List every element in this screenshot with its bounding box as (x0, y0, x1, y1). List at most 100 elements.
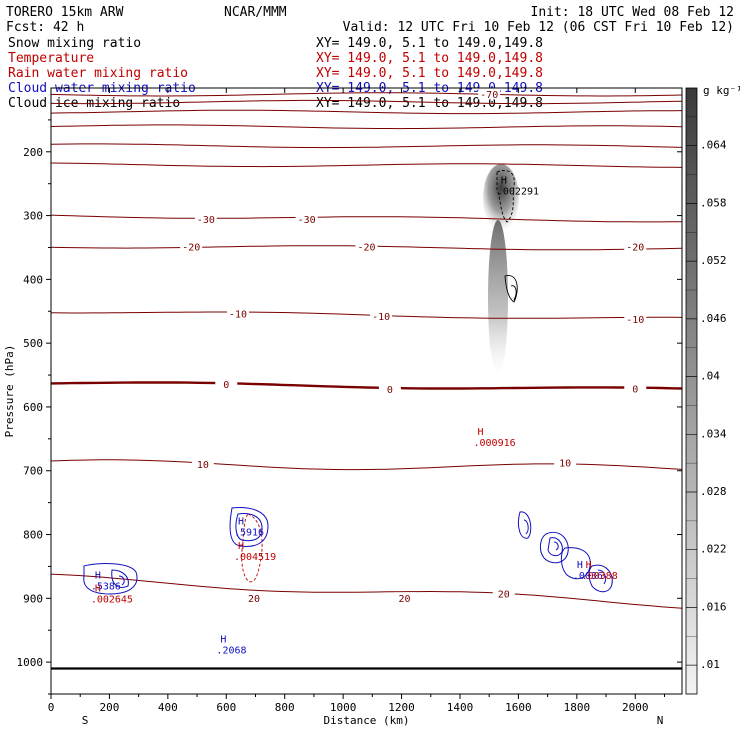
isotherm-label-bg (554, 457, 577, 469)
field-name: Rain water mixing ratio (8, 66, 188, 81)
y-tick-label: 400 (23, 273, 43, 286)
isotherm-label: -20 (182, 242, 200, 253)
colorbar-tick-label: .046 (700, 312, 727, 325)
maximum-value: .002645 (91, 595, 133, 606)
plot-frame (50, 87, 683, 695)
field-xy: XY= 149.0, 5.1 to 149.0,149.8 (316, 96, 543, 111)
y-tick-label: 200 (23, 146, 43, 159)
colorbar-tick-label: .064 (700, 139, 727, 152)
isotherm-label: 20 (248, 594, 260, 605)
isotherm-label-bg (180, 240, 203, 252)
isotherm-line (50, 459, 683, 471)
isotherm-label-bg (355, 240, 378, 252)
colorbar-tick-label: .028 (700, 485, 727, 498)
snow-mixing-ratio-shading (483, 164, 519, 376)
isotherm-line (50, 214, 683, 223)
field-xy: XY= 149.0, 5.1 to 149.0,149.8 (316, 66, 543, 81)
isotherm-label: 0 (387, 385, 393, 396)
maximum-value: .000916 (474, 438, 516, 449)
isotherm-label-bg (378, 383, 401, 395)
isotherm-label-bg (478, 88, 501, 100)
maximum-marker: H (238, 541, 244, 552)
isotherm-line (50, 162, 683, 168)
maximum-value: .00388 (582, 571, 618, 582)
isotherm-label: 0 (223, 380, 229, 391)
isotherm-label: -10 (229, 309, 247, 320)
field-xy: XY= 149.0, 5.1 to 149.0,149.8 (316, 51, 543, 66)
isotherm-label-bg (492, 587, 515, 599)
isotherm-label: 20 (498, 589, 510, 600)
x-tick-label: 2000 (622, 701, 649, 714)
isotherm-label-bg (370, 310, 393, 322)
forecast-hour: Fcst: 42 h (6, 20, 84, 35)
colorbar-tick-label: .052 (700, 254, 727, 267)
x-tick-label: 1400 (447, 701, 474, 714)
x-tick-label: 1000 (330, 701, 357, 714)
isotherm-label-bg (226, 307, 249, 319)
isotherm-label-bg (194, 213, 217, 225)
x-tick-label: 400 (158, 701, 178, 714)
maximum-marker: H (478, 427, 484, 438)
maximum-value: .2068 (216, 646, 246, 657)
maximum-value: .5386 (91, 582, 121, 593)
field-list: Snow mixing ratio XY= 149.0, 5.1 to 149.0… (8, 36, 543, 111)
isotherm-line (50, 124, 683, 130)
isotherm-label: -10 (626, 315, 644, 326)
isotherm-label: -20 (357, 242, 375, 253)
x-tick-label: 200 (99, 701, 119, 714)
isotherm-label: -20 (626, 242, 644, 253)
isotherm-label-bg (295, 213, 318, 225)
y-tick-label: 800 (23, 529, 43, 542)
y-tick-label: 1000 (17, 656, 44, 669)
isotherm-line (50, 99, 683, 105)
isotherm-label-bg (243, 592, 266, 604)
moisture-contours (83, 170, 613, 595)
colorbar-tick-label: .058 (700, 196, 727, 209)
maximum-marker: H (238, 517, 244, 528)
isotherm-label-bg (624, 383, 647, 395)
isotherm-line (50, 92, 683, 97)
y-tick-label: 600 (23, 401, 43, 414)
field-name: Snow mixing ratio (8, 36, 141, 51)
colorbar: .01 .016 .022 .028 .034 .04 .046 .052 .058 .064 g… (685, 84, 740, 695)
colorbar-tick-label: .016 (700, 600, 727, 613)
isotherm-label-bg (191, 458, 214, 470)
y-tick-label: 700 (23, 465, 43, 478)
temperature-isotherms: -70 -30 -30 -20 -20 -20 -10 -10 -10 0 0 0 10 10 20 20 20 (50, 88, 683, 609)
isotherm-line (50, 143, 683, 149)
maximum-marker: H (577, 560, 583, 571)
isotherm-label: -30 (197, 215, 215, 226)
y-tick-label: 300 (23, 210, 43, 223)
init-time: Init: 18 UTC Wed 08 Feb 12 (531, 5, 735, 20)
colorbar-tick-label: .034 (700, 427, 727, 440)
isotherm-line (50, 311, 683, 319)
colorbar-unit: g kg⁻¹ (703, 84, 740, 97)
center-name: NCAR/MMM (224, 5, 287, 20)
maximum-value: .5916 (234, 528, 264, 539)
y-tick-label: 900 (23, 592, 43, 605)
maximum-marker: H (586, 560, 592, 571)
colorbar-tick-label: .04 (700, 370, 720, 383)
x-tick-label: 800 (275, 701, 295, 714)
y-axis-label: Pressure (hPa) (3, 345, 16, 438)
isotherm-label-bg (624, 240, 647, 252)
x-tick-label: 1800 (564, 701, 591, 714)
right-end-label: N (657, 714, 664, 727)
isotherm-line (50, 381, 683, 390)
x-axis: 0 200 400 600 800 1000 1200 1400 1600 1800 2000 (48, 88, 665, 714)
field-name: Temperature (8, 51, 94, 66)
isotherm-line (50, 573, 683, 609)
colorbar-ticks: .01 .016 .022 .028 .034 .04 .046 .052 .058 .064 (686, 116, 727, 695)
isotherm-line (50, 109, 683, 115)
valid-time: Valid: 12 UTC Fri 10 Feb 12 (06 CST Fri … (343, 20, 734, 35)
left-end-label: S (82, 714, 89, 727)
field-xy: XY= 149.0, 5.1 to 149.0,149.8 (316, 36, 543, 51)
maximum-value: .0036 (573, 571, 603, 582)
model-title: TORERO 15km ARW (6, 5, 124, 20)
x-tick-label: 1600 (505, 701, 532, 714)
x-axis-label: Distance (km) (323, 714, 409, 727)
colorbar-tick-label: .01 (700, 658, 720, 671)
maximum-marker: H (95, 571, 101, 582)
